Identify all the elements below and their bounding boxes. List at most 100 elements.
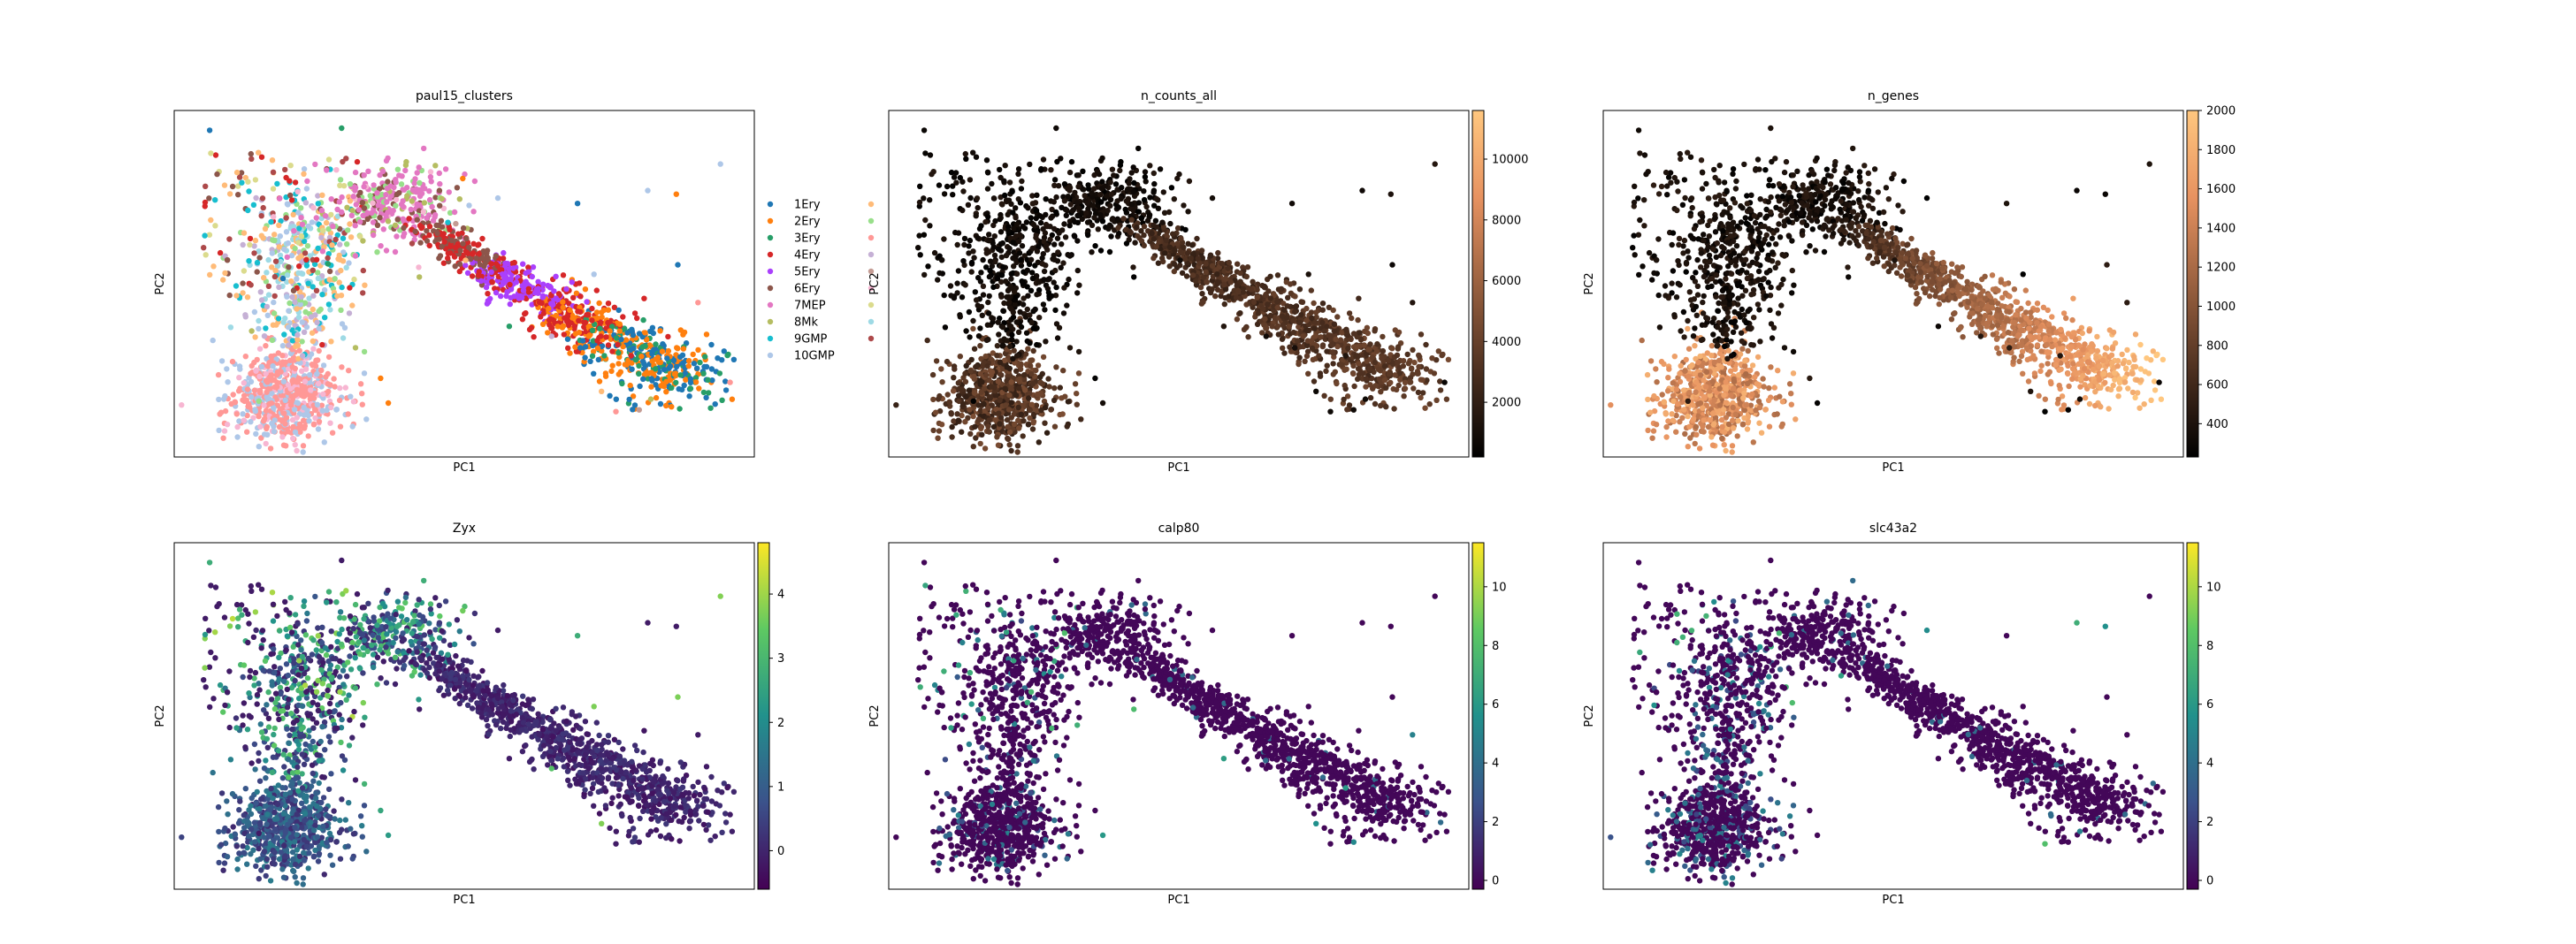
data-point xyxy=(1039,255,1045,262)
data-point xyxy=(402,167,409,174)
data-point xyxy=(677,372,684,378)
data-point xyxy=(1153,224,1160,230)
data-point xyxy=(927,197,933,203)
data-point xyxy=(361,184,367,190)
data-point xyxy=(1135,200,1143,206)
data-point xyxy=(256,149,262,156)
data-point xyxy=(519,316,526,323)
data-point xyxy=(1141,242,1148,249)
data-point xyxy=(572,344,578,350)
data-point xyxy=(653,341,659,347)
data-point xyxy=(951,375,957,381)
data-point xyxy=(990,222,997,229)
data-point xyxy=(657,359,664,366)
data-point xyxy=(917,183,923,189)
data-point xyxy=(1142,174,1149,180)
data-point xyxy=(1038,407,1044,414)
data-point xyxy=(1342,382,1348,389)
data-point xyxy=(244,386,251,392)
data-point xyxy=(370,219,377,225)
data-point xyxy=(1287,344,1293,350)
data-point xyxy=(938,422,945,428)
data-point xyxy=(1433,397,1440,403)
data-point xyxy=(929,171,935,178)
data-point xyxy=(1008,379,1014,385)
data-point xyxy=(338,307,344,314)
data-point xyxy=(1072,189,1078,196)
data-point xyxy=(1321,392,1327,399)
data-point xyxy=(409,187,417,193)
data-point xyxy=(1355,376,1361,382)
data-point xyxy=(416,208,423,214)
data-point xyxy=(264,389,270,395)
data-point xyxy=(548,325,554,331)
data-point xyxy=(1359,187,1365,194)
data-point xyxy=(394,191,401,197)
data-point xyxy=(239,179,245,186)
data-point xyxy=(577,345,584,351)
data-point xyxy=(283,174,289,181)
data-point xyxy=(292,245,298,252)
data-point xyxy=(936,428,943,434)
data-point xyxy=(329,430,336,436)
data-point xyxy=(284,293,290,300)
data-point xyxy=(1134,224,1140,231)
data-point xyxy=(985,429,992,435)
data-point xyxy=(957,312,963,318)
data-point xyxy=(599,388,605,394)
data-point xyxy=(1078,416,1084,423)
data-point xyxy=(927,152,934,158)
data-point xyxy=(1749,362,1756,369)
data-point xyxy=(286,264,292,270)
data-point xyxy=(1061,198,1068,204)
data-point xyxy=(1150,255,1157,262)
data-point xyxy=(473,255,479,262)
data-point xyxy=(253,430,259,438)
data-point xyxy=(1117,167,1123,174)
legend-label: 4Ery xyxy=(794,249,821,263)
data-point xyxy=(1144,217,1151,224)
data-point xyxy=(998,215,1004,221)
data-point xyxy=(1131,274,1137,280)
data-point xyxy=(1040,156,1047,163)
data-point xyxy=(218,358,225,364)
data-point xyxy=(1043,196,1049,202)
data-point xyxy=(981,400,987,407)
data-point xyxy=(1106,222,1113,228)
data-point xyxy=(312,415,318,422)
data-point xyxy=(451,209,458,216)
data-point xyxy=(1333,336,1339,343)
data-point xyxy=(206,127,213,133)
data-point xyxy=(1018,186,1025,192)
data-point xyxy=(1197,284,1204,291)
data-point xyxy=(944,183,951,190)
data-point xyxy=(269,250,275,256)
data-point xyxy=(367,193,373,199)
data-point xyxy=(1389,346,1395,352)
data-point xyxy=(271,417,278,423)
data-point xyxy=(1117,162,1124,169)
data-point xyxy=(608,368,615,375)
data-point xyxy=(501,249,507,256)
data-point xyxy=(1327,408,1334,415)
data-point xyxy=(1227,279,1234,285)
data-point xyxy=(424,238,431,244)
data-point xyxy=(965,202,972,208)
data-point xyxy=(1002,385,1008,392)
data-point xyxy=(241,230,248,236)
data-point xyxy=(1170,231,1176,237)
data-point xyxy=(1234,316,1241,323)
data-point xyxy=(1099,400,1106,407)
data-point xyxy=(636,407,642,413)
data-point xyxy=(233,293,240,299)
data-point xyxy=(1030,380,1036,387)
data-point xyxy=(1233,294,1240,301)
data-point xyxy=(1303,327,1311,333)
data-point xyxy=(1385,357,1392,363)
data-point xyxy=(979,379,985,385)
data-point xyxy=(1062,393,1068,400)
data-point xyxy=(319,341,325,348)
data-point xyxy=(288,278,294,285)
data-point xyxy=(396,172,402,179)
data-point xyxy=(1387,379,1394,386)
